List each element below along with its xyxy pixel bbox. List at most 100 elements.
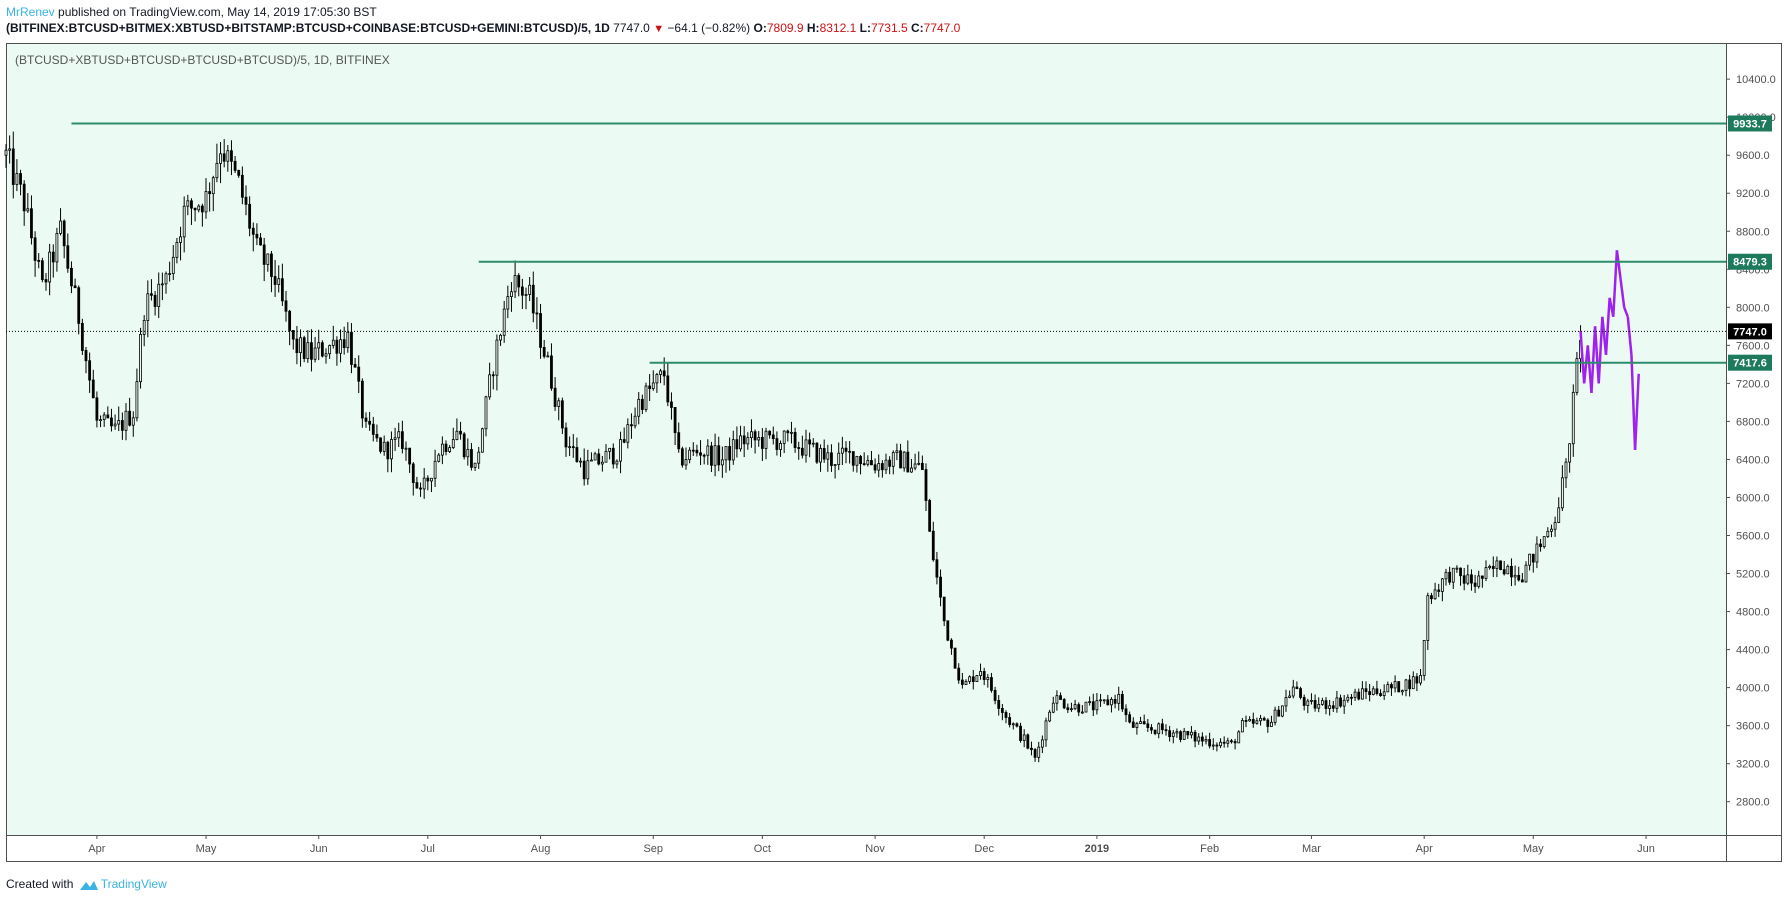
candle-body: [593, 453, 597, 461]
candle-body: [575, 447, 579, 462]
candle: [1066, 703, 1070, 713]
candle-body: [91, 379, 95, 399]
candle-body: [368, 420, 372, 425]
last-price-label: 7747.0: [1733, 326, 1767, 338]
candle-body: [880, 463, 884, 471]
candle: [1499, 560, 1502, 571]
candle-body: [1222, 741, 1226, 744]
candle: [702, 453, 706, 465]
candle-body: [499, 334, 502, 341]
candle-body: [691, 449, 695, 452]
candle: [1564, 458, 1568, 489]
candle: [768, 430, 772, 439]
candle-body: [1175, 731, 1179, 734]
candle: [1306, 698, 1310, 714]
candle: [513, 260, 517, 299]
candle: [1571, 384, 1575, 457]
candle: [910, 458, 913, 473]
candle-body: [397, 431, 401, 439]
candle: [466, 438, 470, 466]
candle-body: [513, 275, 517, 293]
candle: [1204, 735, 1208, 745]
candle-body: [630, 424, 633, 427]
candle-body: [600, 461, 604, 465]
candle: [320, 340, 324, 358]
candle-body: [451, 439, 455, 448]
candle: [713, 433, 717, 477]
candle-body: [750, 431, 753, 439]
candle-body: [1146, 723, 1150, 728]
candle-body: [913, 463, 917, 469]
candle-body: [70, 267, 73, 287]
candle-body: [1044, 720, 1048, 741]
level-price-tag: [1728, 115, 1772, 132]
candle: [826, 444, 830, 472]
candle-body: [1102, 699, 1106, 702]
candle-body: [1295, 686, 1299, 689]
candle-body: [1444, 571, 1448, 580]
y-tick-label: 6800.0: [1736, 416, 1770, 428]
candle: [622, 427, 626, 444]
open-label: O:: [753, 21, 767, 35]
candle-body: [1066, 707, 1070, 711]
projection-segment: [1579, 330, 1586, 384]
candle: [1022, 729, 1026, 748]
candle: [840, 436, 844, 465]
candle: [913, 453, 917, 471]
candle: [928, 498, 932, 532]
candle-body: [153, 294, 157, 307]
candle-body: [313, 347, 317, 360]
candle-body: [200, 205, 204, 213]
candle: [168, 261, 172, 282]
candle: [1430, 592, 1433, 604]
candle-body: [1339, 697, 1342, 707]
candle: [1124, 704, 1128, 723]
candle: [422, 468, 426, 499]
candle: [1208, 732, 1212, 749]
candle-body: [746, 437, 750, 445]
candle: [608, 447, 612, 460]
published-text: published on TradingView.com, May 14, 20…: [54, 5, 377, 19]
candle: [211, 175, 215, 212]
candle: [1142, 714, 1146, 725]
candle-body: [579, 460, 582, 463]
candle-body: [364, 417, 368, 422]
author-link[interactable]: MrRenev: [6, 5, 55, 19]
candle-body: [957, 667, 961, 681]
candle: [899, 443, 902, 469]
candle-body: [335, 339, 339, 354]
candle: [808, 432, 812, 458]
candle: [1542, 536, 1546, 549]
tradingview-brand-link[interactable]: TradingView: [100, 877, 167, 891]
candle-body: [710, 445, 713, 466]
candle: [728, 437, 732, 471]
candle: [77, 285, 81, 335]
candle: [404, 441, 408, 461]
candle: [1444, 568, 1448, 586]
candle-body: [1520, 579, 1524, 583]
candle-body: [506, 296, 510, 310]
candle: [680, 446, 684, 468]
candle: [797, 441, 801, 460]
candle-body: [1182, 730, 1186, 740]
candle: [880, 460, 884, 478]
candle-body: [1040, 739, 1044, 748]
candle: [506, 285, 510, 319]
candle: [619, 431, 622, 474]
candle-body: [960, 679, 964, 685]
candle: [1233, 738, 1237, 750]
candle-body: [1506, 565, 1510, 575]
candle: [324, 348, 328, 364]
candle: [1470, 569, 1473, 591]
candle-body: [219, 153, 222, 164]
candle-body: [1230, 740, 1233, 743]
candle-body: [48, 251, 52, 283]
candle-body: [1499, 560, 1502, 570]
candle-body: [1200, 736, 1204, 742]
candle-body: [1004, 712, 1008, 718]
candle: [870, 450, 873, 466]
candle-body: [1135, 723, 1139, 728]
candle-body: [146, 293, 150, 321]
candle-body: [15, 173, 19, 185]
